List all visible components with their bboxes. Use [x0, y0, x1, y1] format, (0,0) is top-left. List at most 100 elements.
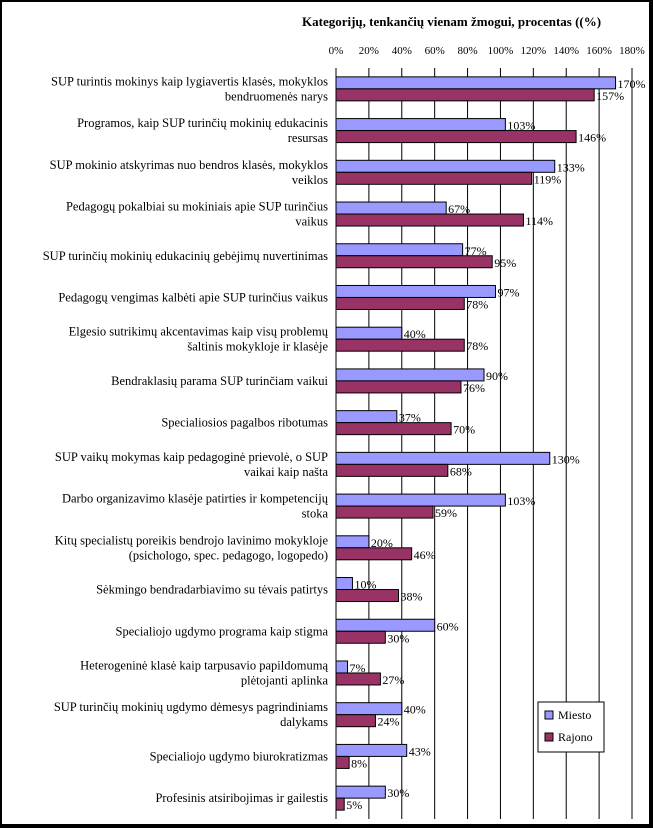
bar-miesto — [335, 451, 551, 465]
value-label: 90% — [486, 369, 508, 383]
value-label: 76% — [463, 381, 485, 395]
x-tick-label: 160% — [586, 45, 612, 57]
bar-rajono — [335, 589, 399, 603]
bar-miesto — [335, 326, 403, 340]
value-label: 5% — [346, 798, 362, 812]
bar-miesto — [335, 535, 370, 549]
bar-rajono — [335, 130, 577, 144]
bar-miesto — [335, 243, 464, 257]
category-label: Specialiosios pagalbos ribotumas — [161, 416, 328, 430]
legend-label: Rajono — [558, 730, 593, 744]
bar-miesto — [335, 201, 447, 215]
value-label: 37% — [399, 411, 421, 425]
bars — [335, 76, 617, 811]
bar-rajono — [335, 755, 350, 769]
legend-swatch — [544, 732, 554, 742]
bar-rajono — [335, 630, 386, 644]
x-tick-label: 40% — [392, 45, 412, 57]
bar-miesto — [335, 660, 349, 674]
bar-rajono — [335, 547, 413, 561]
value-label: 130% — [552, 452, 580, 466]
category-label: resursas — [288, 131, 328, 145]
bar-miesto — [335, 785, 386, 799]
category-label: SUP vaikų mokymas kaip pedagoginė prievo… — [55, 450, 328, 464]
category-label: dalykams — [280, 715, 328, 729]
category-labels: SUP turintis mokinys kaip lygiavertis kl… — [43, 74, 329, 805]
value-label: 103% — [507, 494, 535, 508]
value-label: 67% — [448, 202, 470, 216]
category-label: (psichologo, spec. pedagogo, logopedo) — [129, 548, 328, 562]
bar-miesto — [335, 577, 353, 591]
value-label: 78% — [466, 339, 488, 353]
bar-rajono — [335, 422, 452, 436]
value-label: 30% — [387, 786, 409, 800]
bar-miesto — [335, 284, 497, 298]
x-tick-label: 120% — [520, 45, 546, 57]
bar-rajono — [335, 171, 533, 185]
bar-rajono — [335, 88, 595, 102]
category-label: SUP turinčių mokinių ugdymo dėmesys pagr… — [54, 700, 328, 714]
value-label: 157% — [596, 89, 624, 103]
category-label: Bendraklasių parama SUP turinčiam vaikui — [111, 374, 328, 388]
category-label: SUP turinčių mokinių edukacinių gebėjimų… — [43, 249, 328, 263]
bar-rajono — [335, 213, 524, 227]
value-label: 95% — [494, 256, 516, 270]
value-label: 103% — [507, 119, 535, 133]
bar-rajono — [335, 296, 465, 310]
bar-miesto — [335, 118, 506, 132]
value-label: 119% — [534, 172, 562, 186]
value-label: 59% — [435, 506, 457, 520]
x-axis-ticks: 0% 20% 40% 60% 80% 100% 120% 140% 160% 180% — [329, 45, 645, 57]
category-label: SUP mokinio atskyrimas nuo bendros klasė… — [50, 158, 328, 172]
bar-miesto — [335, 76, 617, 90]
x-tick-label: 180% — [619, 45, 645, 57]
value-label: 114% — [525, 214, 553, 228]
x-tick-label: 20% — [359, 45, 379, 57]
x-tick-label: 80% — [457, 45, 477, 57]
category-label: Specialiojo ugdymo biurokratizmas — [150, 749, 329, 763]
category-label: Pedagogų pokalbiai su mokiniais apie SUP… — [66, 200, 328, 214]
value-label: 27% — [382, 673, 404, 687]
legend-label: Miesto — [558, 708, 591, 722]
bar-rajono — [335, 714, 376, 728]
x-tick-label: 0% — [329, 45, 344, 57]
category-label: Heterogeninė klasė kaip tarpusavio papil… — [80, 658, 328, 672]
category-label: Sėkmingo bendradarbiavimo su tėvais pati… — [96, 583, 328, 597]
value-label: 10% — [354, 578, 376, 592]
category-label: šaltinis mokykloje ir klasėje — [187, 340, 328, 354]
legend-box — [537, 701, 605, 753]
value-label: 78% — [466, 297, 488, 311]
bar-rajono — [335, 797, 345, 811]
bar-miesto — [335, 702, 403, 716]
category-label: Programos, kaip SUP turinčių mokinių edu… — [77, 116, 328, 130]
bar-miesto — [335, 368, 485, 382]
category-label: Kitų specialistų poreikis bendrojo lavin… — [55, 533, 329, 547]
category-label: vaikus — [295, 215, 328, 229]
category-label: veiklos — [292, 173, 328, 187]
category-label: Specialiojo ugdymo programa kaip stigma — [116, 624, 329, 638]
value-label: 97% — [498, 285, 520, 299]
category-label: plėtojanti aplinka — [241, 673, 329, 687]
bar-miesto — [335, 159, 556, 173]
value-label: 43% — [409, 744, 431, 758]
bar-rajono — [335, 255, 493, 269]
bar-rajono — [335, 505, 434, 519]
bar-rajono — [335, 380, 462, 394]
value-label: 30% — [387, 631, 409, 645]
category-label: stoka — [302, 507, 329, 521]
value-label: 40% — [404, 327, 426, 341]
legend-swatch — [544, 710, 554, 720]
category-label: vaikai kaip našta — [244, 465, 328, 479]
value-label: 77% — [465, 244, 487, 258]
value-label: 40% — [404, 703, 426, 717]
bar-rajono — [335, 338, 465, 352]
x-tick-label: 140% — [553, 45, 579, 57]
value-label: 133% — [557, 160, 585, 174]
value-label: 70% — [453, 423, 475, 437]
value-label: 170% — [618, 77, 646, 91]
value-label: 24% — [377, 715, 399, 729]
value-label: 60% — [437, 619, 459, 633]
value-label: 68% — [450, 464, 472, 478]
